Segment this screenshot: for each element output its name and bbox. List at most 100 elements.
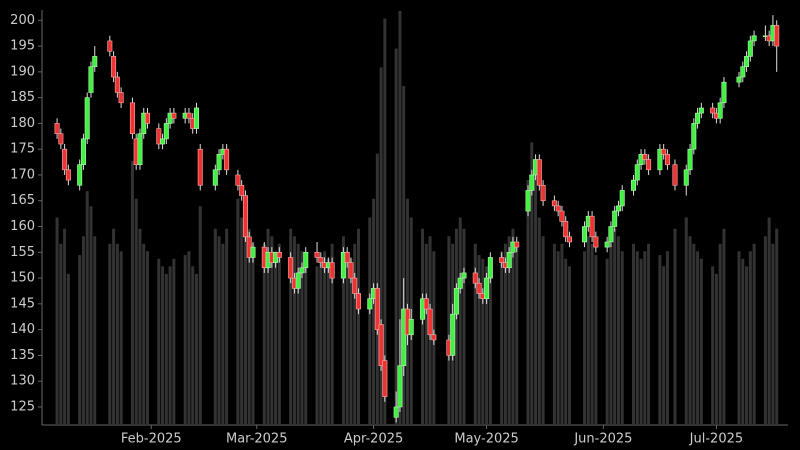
candle-body	[408, 319, 414, 336]
volume-bar	[507, 236, 511, 424]
volume-bar	[454, 228, 458, 424]
x-tick-label: Mar-2025	[226, 432, 287, 447]
candle-body	[631, 179, 637, 191]
volume-bar	[552, 243, 556, 424]
candle-body	[197, 148, 203, 186]
candle-body	[318, 257, 324, 263]
volume-bar	[93, 236, 97, 424]
candle-body	[566, 236, 572, 243]
volume-bar	[134, 198, 138, 424]
candle-body	[499, 257, 505, 263]
volume-bar	[319, 258, 323, 424]
candle-body	[536, 159, 542, 186]
volume-bar	[292, 236, 296, 424]
volume-bar	[353, 243, 357, 424]
candle-body	[525, 190, 531, 212]
volume-bar	[183, 255, 187, 424]
candle-body	[608, 226, 614, 243]
volume-bar	[477, 255, 481, 424]
volume-bar	[379, 67, 383, 425]
volume-bar	[635, 251, 639, 424]
candle-body	[299, 267, 305, 274]
volume-bar	[341, 236, 345, 424]
x-tick-label: Jul-2025	[689, 432, 743, 447]
volume-bar	[421, 228, 425, 424]
volume-bar	[289, 228, 293, 424]
candle-body	[163, 123, 169, 140]
volume-bar	[586, 236, 590, 424]
volume-bar	[662, 266, 666, 424]
y-tick-label: 175	[10, 142, 35, 157]
candle-body	[453, 288, 459, 315]
candle-body	[487, 257, 493, 279]
volume-bar	[315, 266, 319, 424]
candle-body	[186, 112, 192, 119]
volume-bar	[564, 258, 568, 424]
volume-bar	[270, 236, 274, 424]
y-tick-label: 155	[10, 245, 35, 260]
volume-bar	[534, 168, 538, 424]
candle-body	[740, 66, 746, 78]
candle-body	[450, 313, 456, 356]
volume-bar	[262, 243, 266, 424]
volume-bar	[643, 251, 647, 424]
volume-bar	[771, 243, 775, 424]
y-tick-label: 130	[10, 374, 35, 389]
volume-bar	[639, 258, 643, 424]
volume-bar	[745, 266, 749, 424]
volume-bar	[609, 243, 613, 424]
volume-bar	[266, 228, 270, 424]
candle-body	[476, 282, 482, 294]
candle-body	[695, 112, 701, 124]
candle-body	[77, 164, 83, 186]
volume-bar	[236, 198, 240, 424]
candle-body	[555, 205, 561, 212]
candle-body	[239, 184, 245, 196]
candle-body	[80, 138, 86, 165]
volume-bar	[240, 217, 244, 424]
volume-bar	[567, 266, 571, 424]
volume-bar	[620, 251, 624, 424]
volume-bar	[488, 258, 492, 424]
x-tick-label: May-2025	[454, 432, 518, 447]
volume-bar	[247, 228, 251, 424]
volume-bar	[213, 228, 217, 424]
candle-body	[393, 406, 399, 418]
y-tick-label: 135	[10, 348, 35, 363]
volume-bar	[78, 255, 82, 424]
y-tick-label: 190	[10, 64, 35, 79]
volume-bar	[81, 236, 85, 424]
candle-body	[615, 205, 621, 212]
candle-body	[593, 236, 599, 248]
volume-bar	[138, 228, 142, 424]
y-tick-label: 170	[10, 167, 35, 182]
candle-body	[340, 251, 346, 279]
candle-body	[242, 195, 248, 238]
volume-bar	[198, 206, 202, 424]
volume-bar	[714, 273, 718, 424]
y-tick-label: 140	[10, 322, 35, 337]
y-tick-label: 185	[10, 90, 35, 105]
volume-bar	[398, 11, 402, 424]
candle-body	[710, 107, 716, 114]
volume-bar	[300, 251, 304, 424]
candle-body	[427, 308, 433, 336]
candle-body	[423, 298, 429, 310]
volume-bar	[187, 251, 191, 424]
candle-body	[288, 257, 294, 279]
volume-bar	[699, 258, 703, 424]
volume-bar	[225, 228, 229, 424]
volume-bar	[718, 243, 722, 424]
candle-body	[144, 112, 150, 124]
volume-bar	[130, 161, 134, 424]
volume-bar	[447, 236, 451, 424]
candle-body	[118, 92, 124, 104]
candle-body	[634, 164, 640, 181]
volume-bar	[590, 243, 594, 424]
volume-bar	[485, 266, 489, 424]
volume-bar	[748, 251, 752, 424]
volume-bar	[722, 228, 726, 424]
candle-body	[114, 76, 120, 93]
candle-body	[687, 148, 693, 171]
candle-body	[92, 56, 98, 68]
